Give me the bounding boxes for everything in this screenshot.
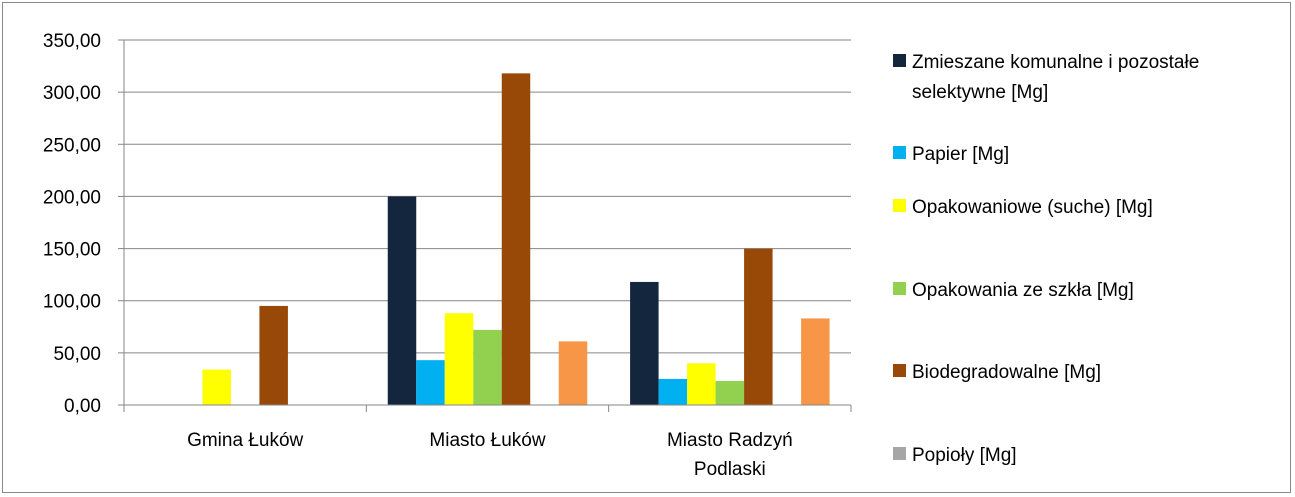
bar <box>715 381 745 405</box>
legend: Zmieszane komunalne i pozostałe selektywn… <box>893 52 1199 466</box>
bars <box>202 73 830 405</box>
y-tick-label: 300,00 <box>43 83 101 104</box>
legend-label: Opakowania ze szkła [Mg] <box>912 280 1134 301</box>
legend-label: Biodegradowalne [Mg] <box>912 362 1101 383</box>
bar <box>259 305 288 405</box>
legend-swatch <box>893 199 906 212</box>
bar <box>473 329 502 405</box>
y-tick-label: 100,00 <box>43 292 101 313</box>
bar <box>630 281 659 405</box>
y-tick-label: 50,00 <box>53 344 101 365</box>
gridlines <box>124 39 851 354</box>
bar <box>801 318 830 405</box>
legend-swatch <box>893 364 906 377</box>
x-axis: Gmina Łuków Miasto Łuków Miasto Radzyń Podl… <box>123 404 852 480</box>
y-axis: 0,00 50,00 100,00 150,00 200,00 250,00 300,00 3… <box>43 31 125 417</box>
bar <box>387 196 417 405</box>
bar <box>687 363 716 405</box>
x-tick-label: Miasto Radzyń Podlaski <box>667 430 793 480</box>
legend-label: Opakowaniowe (suche) [Mg] <box>912 197 1153 218</box>
legend-swatch <box>893 54 906 67</box>
bar <box>744 248 773 405</box>
y-tick-label: 350,00 <box>43 31 101 52</box>
bar <box>558 341 588 405</box>
legend-label: Zmieszane komunalne i pozostałe selektywn… <box>912 52 1199 103</box>
bar <box>416 360 445 405</box>
legend-label: Papier [Mg] <box>912 144 1009 165</box>
y-tick-label: 250,00 <box>43 135 101 156</box>
bar <box>202 369 231 405</box>
legend-swatch <box>893 447 906 460</box>
x-tick-label: Miasto Łuków <box>429 430 545 451</box>
y-tick-label: 0,00 <box>64 396 101 417</box>
bar <box>444 313 474 405</box>
y-tick-label: 150,00 <box>43 240 101 261</box>
x-tick-label: Gmina Łuków <box>187 430 303 451</box>
bar <box>658 378 688 405</box>
legend-swatch <box>893 282 906 295</box>
y-tick-label: 200,00 <box>43 187 101 208</box>
legend-swatch <box>893 146 906 159</box>
legend-label: Popioły [Mg] <box>912 445 1017 466</box>
bar <box>501 73 531 405</box>
